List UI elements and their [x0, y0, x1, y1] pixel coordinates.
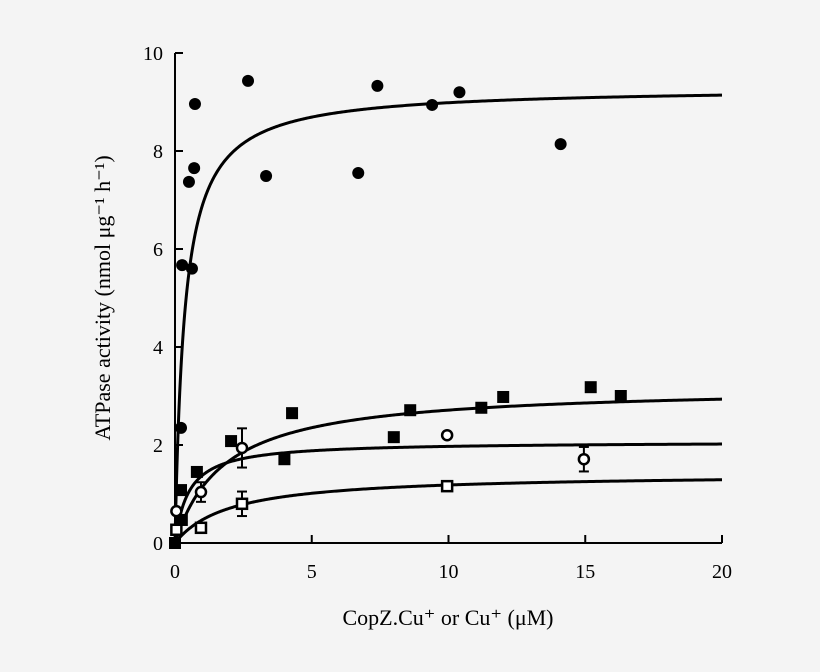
- point-open-circle: [577, 452, 591, 466]
- point-filled-circle: [453, 86, 466, 99]
- point-filled-square: [584, 381, 597, 394]
- point-filled-square: [190, 465, 203, 478]
- fit-curve-open-square: [173, 478, 723, 545]
- point-filled-circle: [176, 259, 189, 272]
- point-filled-square: [278, 453, 291, 466]
- point-open-square: [170, 523, 183, 537]
- point-filled-square: [387, 431, 400, 444]
- point-filled-square: [175, 513, 188, 526]
- point-filled-circle: [242, 74, 255, 87]
- point-open-square: [235, 497, 249, 511]
- point-filled-square: [225, 435, 238, 448]
- point-filled-circle: [175, 421, 188, 434]
- point-filled-square: [614, 390, 627, 402]
- x-tick-label: 5: [307, 561, 317, 583]
- point-filled-square: [169, 537, 181, 549]
- y-tick-label: 2: [153, 435, 163, 457]
- fit-curve-open-circle: [173, 442, 723, 544]
- point-open-circle: [440, 428, 454, 442]
- y-tick-label: 6: [153, 239, 163, 261]
- y-tick-label: 0: [153, 533, 163, 555]
- fit-curves: [173, 93, 723, 545]
- y-axis-label: ATPase activity (nmol μg⁻¹ h⁻¹): [90, 155, 115, 440]
- point-open-circle: [235, 441, 249, 455]
- point-open-circle: [194, 485, 208, 499]
- point-open-square: [440, 479, 454, 493]
- fit-curve-filled-square: [173, 397, 723, 544]
- point-filled-square: [475, 401, 488, 414]
- y-tick-label: 4: [153, 337, 163, 359]
- x-tick-label: 10: [439, 561, 459, 583]
- y-tick-label: 10: [143, 43, 163, 65]
- point-filled-square: [175, 484, 188, 497]
- point-filled-circle: [352, 167, 365, 180]
- point-filled-circle: [185, 262, 198, 275]
- point-filled-circle: [371, 79, 384, 92]
- point-filled-square: [497, 390, 510, 403]
- point-filled-circle: [554, 138, 567, 151]
- point-filled-square: [286, 407, 299, 420]
- x-tick-label: 15: [575, 561, 595, 583]
- axes: 0 5 10 15 20 0 2 4 6 8 10: [143, 43, 732, 583]
- point-filled-circle: [426, 98, 439, 111]
- point-open-square: [194, 521, 208, 535]
- point-filled-square: [404, 404, 417, 417]
- point-filled-circle: [182, 175, 195, 188]
- fit-curve-filled-circle: [173, 93, 723, 543]
- point-filled-circle: [260, 169, 273, 182]
- point-filled-circle: [188, 162, 201, 175]
- point-filled-circle: [188, 97, 201, 110]
- x-axis-label: CopZ.Cu⁺ or Cu⁺ (μM): [342, 605, 553, 630]
- x-tick-label: 20: [712, 561, 732, 583]
- x-tick-label: 0: [170, 561, 180, 583]
- point-open-circle: [170, 504, 183, 518]
- data-points: [169, 74, 627, 549]
- y-tick-label: 8: [153, 141, 163, 163]
